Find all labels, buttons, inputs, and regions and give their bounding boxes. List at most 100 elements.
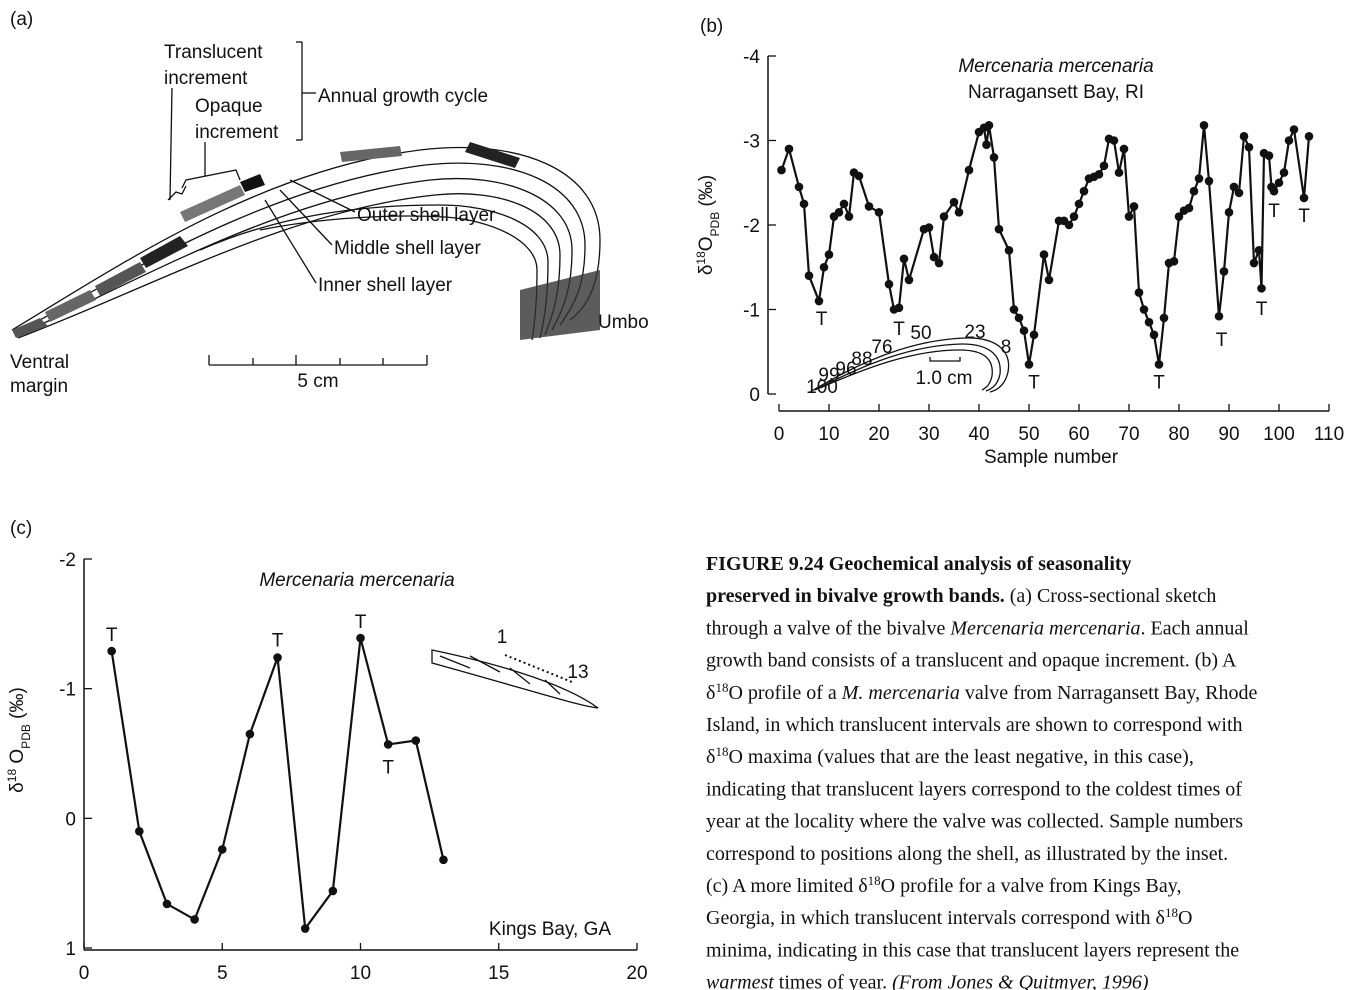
x-tick-label: 110: [1314, 424, 1344, 445]
x-axis-label: Sample number: [984, 447, 1119, 468]
caption-run: O profile of a: [728, 682, 841, 704]
panel-label: (a): [10, 9, 33, 30]
data-point: [964, 165, 974, 175]
x-tick-label: 10: [350, 963, 371, 984]
caption-run: 18: [715, 679, 728, 694]
inset-scale-bar: [929, 357, 961, 362]
caption-run: minima, indicating in this case that tra…: [706, 939, 1239, 961]
x-tick-label: 40: [968, 424, 989, 445]
x-tick-label: 20: [626, 963, 647, 984]
data-point: [924, 223, 934, 232]
y-axis-label: δ18OPDB (‰): [694, 175, 722, 275]
annotation: T: [1256, 299, 1268, 320]
data-point: [1257, 284, 1266, 293]
inset-label: 13: [567, 662, 588, 683]
caption-run: Georgia, in which translucent intervals …: [706, 907, 1165, 929]
caption-run: FIGURE 9.24 Geochemical analysis of seas…: [706, 553, 1132, 575]
data-point: [1024, 360, 1034, 369]
data-point: [1174, 212, 1184, 221]
data-point: [1134, 288, 1144, 297]
inset-shell: [814, 343, 1001, 392]
caption-run: through a valve of the bivalve: [706, 617, 950, 639]
data-point: [874, 208, 884, 217]
data-point: [1074, 199, 1084, 209]
inset-label: 50: [910, 323, 931, 344]
label-part: O: [696, 236, 717, 251]
data-point: [1099, 161, 1109, 171]
caption-line: warmest times of year. (From Jones & Qui…: [706, 972, 1149, 990]
data-point: [904, 275, 914, 285]
data-point: [994, 224, 1004, 234]
caption-run: (a) Cross-sectional sketch: [1005, 585, 1217, 607]
caption-line: (c) A more limited δ18O profile for a va…: [706, 873, 1181, 898]
x-tick-label: 100: [1263, 424, 1295, 445]
y-tick-label: -2: [59, 550, 76, 571]
data-point: [1009, 305, 1019, 314]
annotation: T: [1298, 206, 1310, 227]
inset-label: 88: [851, 349, 872, 370]
data-point: [1139, 305, 1149, 314]
data-point: [1264, 151, 1274, 161]
data-point: [135, 827, 144, 836]
label-part: 18: [5, 769, 19, 783]
data-point: [328, 886, 338, 896]
y-tick-label: -1: [59, 680, 76, 701]
label-part: PDB: [19, 724, 33, 749]
inset-scale-label: 1.0 cm: [915, 368, 972, 389]
caption-run: O profile for a valve from Kings Bay,: [881, 875, 1182, 897]
caption-line: FIGURE 9.24 Geochemical analysis of seas…: [706, 553, 1132, 575]
data-point: [1109, 136, 1119, 145]
label-part: (‰): [696, 175, 717, 212]
data-point: [854, 171, 864, 181]
data-point: [1014, 313, 1024, 323]
x-tick-label: 90: [1218, 424, 1239, 445]
data-point: [1229, 182, 1239, 192]
data-point: [1114, 168, 1124, 177]
data-point: [245, 729, 255, 739]
data-point: [1064, 220, 1074, 230]
data-point: [411, 736, 421, 745]
data-point: [894, 303, 904, 313]
data-point: [804, 271, 814, 281]
data-point: [1079, 186, 1089, 196]
data-point: [949, 197, 959, 207]
data-point: [1129, 202, 1139, 211]
caption-line: indicating that translucent layers corre…: [706, 778, 1242, 800]
data-point: [383, 740, 393, 749]
inset-label: 76: [871, 337, 892, 358]
chart-subtitle: Kings Bay, GA: [489, 919, 611, 940]
data-point: [1299, 193, 1309, 203]
inset-label: 99: [818, 365, 839, 386]
data-point: [1044, 275, 1054, 285]
data-point: [1144, 317, 1154, 327]
x-tick-label: 15: [488, 963, 509, 984]
data-point: [1254, 246, 1264, 255]
data-point: [1199, 120, 1209, 130]
caption-run: times of year.: [774, 972, 892, 990]
y-tick-label: -1: [743, 301, 760, 322]
data-point: [1119, 144, 1129, 154]
y-tick-label: -4: [743, 47, 760, 68]
y-tick-label: 1: [65, 939, 76, 960]
data-point: [190, 915, 199, 924]
label-part: δ: [696, 265, 717, 276]
data-point: [1189, 186, 1199, 196]
inset-label: 1: [497, 627, 508, 648]
data-point: [799, 199, 809, 209]
caption-run: warmest: [706, 972, 774, 990]
data-point: [1274, 178, 1284, 188]
data-point: [1069, 212, 1079, 221]
data-point: [1289, 125, 1299, 134]
caption-run: 18: [715, 744, 728, 759]
data-point: [954, 208, 964, 217]
chart-subtitle: Narragansett Bay, RI: [968, 82, 1144, 103]
data-point: [1214, 311, 1224, 321]
data-point: [899, 254, 909, 264]
data-point: [989, 153, 999, 162]
annotation: T: [893, 319, 905, 340]
data-point: [1249, 258, 1259, 268]
label-part: (‰): [7, 687, 28, 724]
data-point: [1279, 168, 1289, 177]
data-line: [780, 125, 1311, 365]
